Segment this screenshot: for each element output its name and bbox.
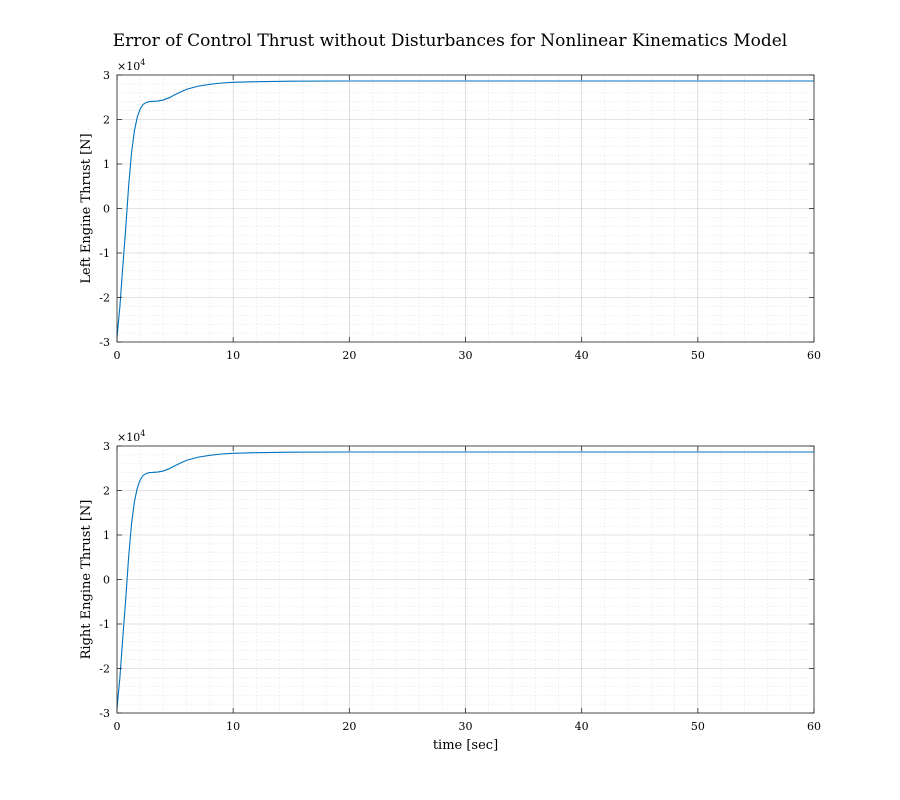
right-engine-x-ticks: 0 10 20 30 40 50 60 xyxy=(114,446,821,733)
right-engine-x-tick-label: 0 xyxy=(114,720,121,733)
left-engine-x-tick-label: 60 xyxy=(807,349,821,362)
right-engine-y-tick-label: 0 xyxy=(103,574,110,587)
right-engine-y-tick-label: 1 xyxy=(103,529,110,542)
left-engine-x-tick-label: 40 xyxy=(575,349,589,362)
left-engine-x-tick-label: 10 xyxy=(226,349,240,362)
right-engine-y-tick-label: 3 xyxy=(103,440,110,453)
subplot-left-engine: 0 10 20 30 40 50 60 -3 -2 -1 0 1 2 3 ×104 Left Engin… xyxy=(79,58,821,362)
left-engine-x-tick-label: 20 xyxy=(342,349,356,362)
right-engine-grid xyxy=(116,445,815,714)
left-engine-y-exponent: ×104 xyxy=(117,58,145,73)
left-engine-x-ticks: 0 10 20 30 40 50 60 xyxy=(114,75,821,362)
left-engine-y-tick-label: 2 xyxy=(103,114,110,127)
left-engine-grid xyxy=(116,74,815,343)
right-engine-thrust-line xyxy=(116,451,814,709)
right-engine-x-tick-label: 50 xyxy=(691,720,705,733)
right-engine-x-tick-label: 60 xyxy=(807,720,821,733)
right-engine-y-exponent: ×104 xyxy=(117,429,145,444)
left-engine-y-tick-label: -2 xyxy=(99,292,110,305)
left-engine-y-axis-label: Left Engine Thrust [N] xyxy=(79,133,94,283)
right-engine-y-tick-label: -3 xyxy=(99,707,110,720)
right-engine-y-tick-label: -1 xyxy=(99,618,110,631)
left-engine-y-tick-label: -1 xyxy=(99,247,110,260)
left-engine-y-tick-label: 0 xyxy=(103,203,110,216)
right-engine-x-tick-label: 10 xyxy=(226,720,240,733)
left-engine-x-tick-label: 0 xyxy=(114,349,121,362)
right-engine-x-tick-label: 20 xyxy=(342,720,356,733)
right-engine-x-axis-label: time [sec] xyxy=(433,738,498,753)
right-engine-x-tick-label: 40 xyxy=(575,720,589,733)
right-engine-x-tick-label: 30 xyxy=(459,720,473,733)
figure-title: Error of Control Thrust without Disturba… xyxy=(113,31,787,51)
right-engine-y-tick-label: 2 xyxy=(103,485,110,498)
right-engine-y-ticks: -3 -2 -1 0 1 2 3 xyxy=(99,440,814,720)
left-engine-y-tick-label: 1 xyxy=(103,158,110,171)
left-engine-thrust-line xyxy=(116,80,814,338)
subplot-right-engine: 0 10 20 30 40 50 60 -3 -2 -1 0 1 2 3 ×104 Right Engi… xyxy=(79,429,821,753)
left-engine-y-tick-label: -3 xyxy=(99,336,110,349)
left-engine-y-tick-label: 3 xyxy=(103,69,110,82)
left-engine-x-tick-label: 30 xyxy=(459,349,473,362)
right-engine-y-tick-label: -2 xyxy=(99,663,110,676)
left-engine-x-tick-label: 50 xyxy=(691,349,705,362)
left-engine-y-ticks: -3 -2 -1 0 1 2 3 xyxy=(99,69,814,349)
right-engine-y-axis-label: Right Engine Thrust [N] xyxy=(79,500,94,660)
